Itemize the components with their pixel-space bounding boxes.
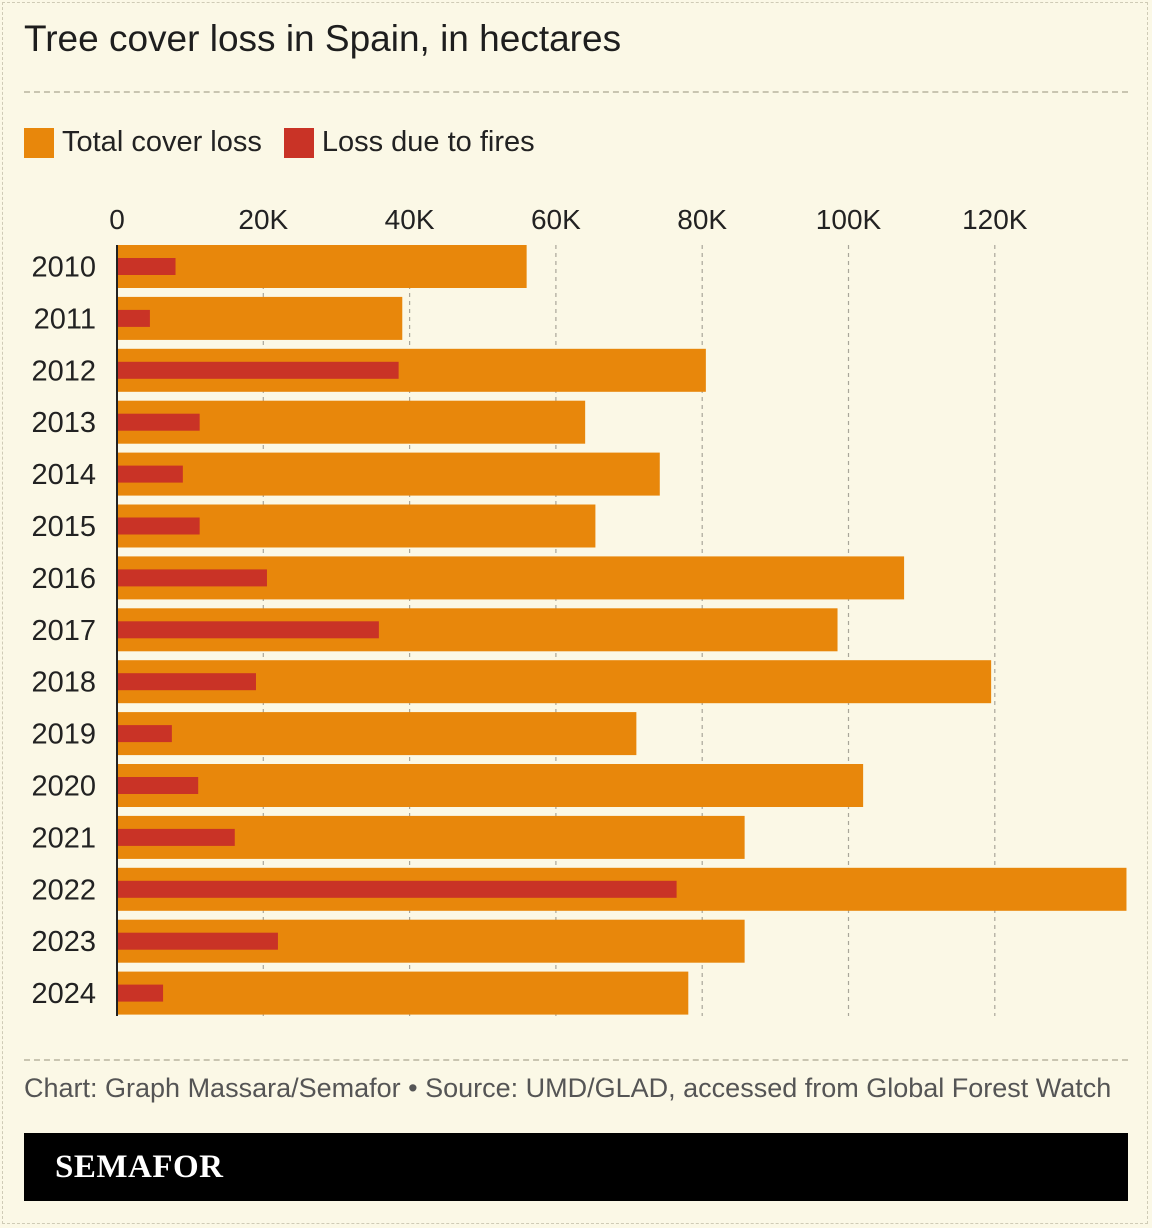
bar-fire-loss [117, 984, 164, 1002]
bar-total-cover-loss [117, 712, 637, 756]
title-divider [24, 91, 1128, 93]
legend-label-fires: Loss due to fires [321, 126, 535, 158]
bar-fire-loss [117, 258, 176, 275]
bar-fire-loss [117, 932, 278, 950]
y-category-label: 2020 [31, 771, 96, 803]
x-tick-label: 100K [816, 204, 882, 235]
y-category-label: 2010 [31, 252, 96, 284]
brand-logo: SEMAFOR [55, 1148, 224, 1185]
x-tick-label: 40K [385, 204, 435, 235]
bar-fire-loss [117, 673, 256, 691]
bar-total-cover-loss [117, 660, 992, 704]
y-category-label: 2011 [34, 303, 96, 335]
x-tick-label: 80K [677, 204, 727, 235]
y-category-label: 2016 [31, 563, 96, 595]
y-category-label: 2017 [31, 615, 96, 647]
y-category-label: 2024 [31, 978, 96, 1010]
x-tick-label: 0 [109, 204, 125, 235]
bar-fire-loss [117, 517, 200, 535]
chart-title: Tree cover loss in Spain, in hectares [24, 18, 622, 59]
bar-total-cover-loss [117, 764, 864, 807]
bar-total-cover-loss [117, 971, 689, 1015]
bar-chart: 0 20K 40K 60K 80K 100K 120K 2010 2011 2012 2013 201… [31, 204, 1127, 1016]
bar-fire-loss [117, 465, 183, 483]
bar-total-cover-loss [117, 245, 527, 288]
bar-fire-loss [117, 828, 235, 846]
bar-fire-loss [117, 777, 199, 794]
y-category-label: 2013 [31, 407, 96, 439]
legend-swatch-total [24, 127, 54, 158]
y-category-label: 2019 [31, 719, 96, 751]
y-category-label: 2022 [31, 874, 96, 906]
bar-total-cover-loss [117, 452, 660, 496]
legend-label-total: Total cover loss [62, 126, 262, 158]
y-category-label: 2023 [31, 926, 96, 958]
legend-item-total: Total cover loss [24, 126, 262, 159]
legend-item-fires: Loss due to fires [283, 126, 535, 159]
footer-divider [24, 1059, 1128, 1061]
y-category-label: 2021 [31, 822, 96, 854]
source-caption: Chart: Graph Massara/Semafor • Source: U… [24, 1073, 1112, 1103]
x-tick-label: 120K [962, 204, 1028, 235]
x-tick-label: 20K [238, 204, 288, 235]
y-category-label: 2012 [31, 355, 96, 387]
bar-fire-loss [117, 413, 200, 431]
y-category-label: 2015 [31, 511, 96, 543]
legend-swatch-fires [283, 127, 314, 158]
bar-fire-loss [117, 309, 150, 327]
bar-fire-loss [117, 569, 267, 587]
x-tick-label: 60K [531, 204, 581, 235]
bar-fire-loss [117, 361, 399, 379]
y-category-label: 2014 [31, 459, 96, 491]
bar-total-cover-loss [117, 296, 403, 340]
legend: Total cover loss Loss due to fires [24, 126, 557, 159]
bar-fire-loss [117, 880, 677, 898]
y-category-label: 2018 [31, 667, 96, 699]
bar-fire-loss [117, 725, 172, 743]
brand-bar: SEMAFOR [24, 1133, 1128, 1201]
bar-fire-loss [117, 621, 379, 639]
